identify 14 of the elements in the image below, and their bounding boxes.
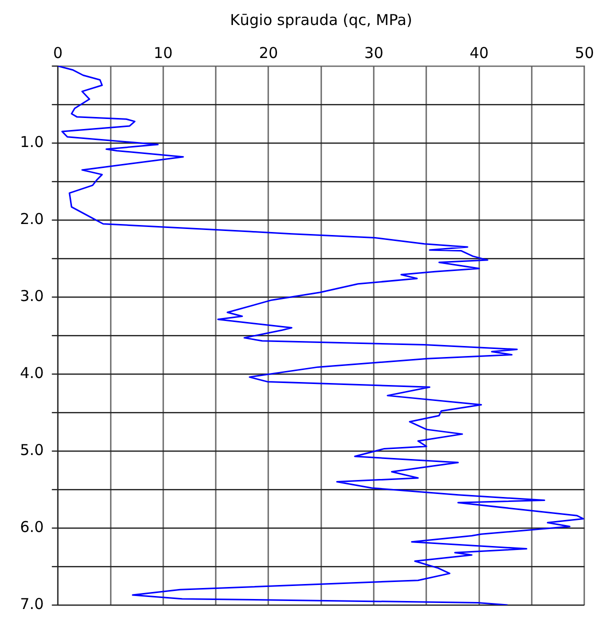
y-tick-label: 3.0	[20, 286, 44, 305]
x-tick-label: 0	[53, 44, 63, 62]
y-tick-label: 6.0	[20, 518, 44, 536]
x-tick-label: 10	[154, 44, 173, 62]
y-tick-label: 1.0	[20, 132, 44, 151]
y-tick-label: 7.0	[20, 594, 44, 613]
x-tick-label: 40	[470, 44, 489, 62]
x-tick-label: 20	[258, 44, 278, 62]
y-tick-label: 4.0	[20, 364, 44, 382]
x-tick-label: 30	[364, 44, 384, 62]
y-tick-label: 2.0	[20, 210, 44, 228]
y-tick-label: 5.0	[20, 440, 44, 459]
x-axis-title: Kūgio sprauda (qc, MPa)	[230, 10, 412, 29]
x-tick-label: 50	[574, 44, 594, 62]
